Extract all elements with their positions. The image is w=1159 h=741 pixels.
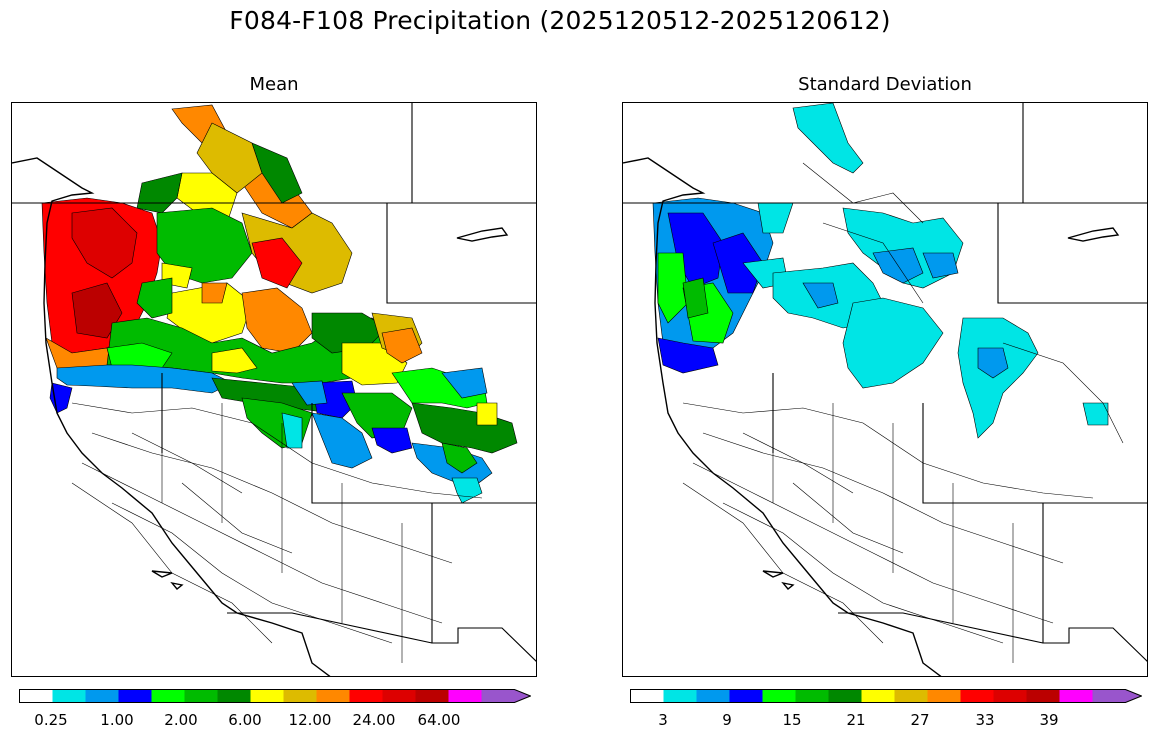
colorbar-segment [1059,689,1093,703]
figure-title: F084-F108 Precipitation (2025120512-2025… [229,6,891,35]
basin-boundaries-std [682,162,1124,663]
colorbar-segment [349,689,383,703]
panel-title-std: Standard Deviation [798,74,972,95]
political-borders-std [623,103,1147,662]
coastline-mean [12,157,509,676]
precip-fill-mean [41,104,518,504]
colorbar-segment [663,689,697,703]
colorbar-outline [630,689,1142,703]
colorbar-segment [696,689,730,703]
colorbar-segment [283,689,317,703]
colorbar-segment [151,689,185,703]
colorbar-tick-label: 15 [782,711,802,729]
colorbar-segment [960,689,994,703]
colorbar-tick-label: 12.00 [288,711,332,729]
panel-title-mean: Mean [249,74,299,95]
colorbar-tick-label: 24.00 [352,711,396,729]
colorbar-segment [415,689,449,703]
colorbar-segment [250,689,284,703]
colorbar-segment [993,689,1027,703]
colorbar-segment [481,689,531,703]
colorbar-segment [118,689,152,703]
colorbar-segment [795,689,829,703]
colorbar-segment [85,689,119,703]
colorbar-segment [1026,689,1060,703]
colorbar-tick-label: 27 [910,711,930,729]
political-borders-mean [12,103,536,662]
colorbar-std [630,689,1142,703]
colorbar-segment [217,689,251,703]
colorbar-segment [729,689,763,703]
colorbar-outline [19,689,531,703]
colorbar-segment [762,689,796,703]
colorbar-labels-mean: 0.25 1.00 2.00 6.00 12.00 24.00 64.00 [19,711,531,731]
colorbar-segment [630,689,664,703]
colorbar-segment [861,689,895,703]
colorbar-segment [1092,689,1142,703]
colorbar-segment [19,689,53,703]
map-mean [11,102,537,677]
colorbar-labels-std: 3 9 15 21 27 33 39 [630,711,1142,731]
colorbar-tick-label: 0.25 [34,711,68,729]
coastline-std [623,157,1120,676]
colorbar-segment [894,689,928,703]
colorbar-segment [316,689,350,703]
colorbar-segment [184,689,218,703]
colorbar-tick-label: 64.00 [417,711,461,729]
colorbar-tick-label: 6.00 [228,711,262,729]
colorbar-segment [382,689,416,703]
colorbar-segment [52,689,86,703]
map-std [622,102,1148,677]
colorbar-tick-label: 9 [722,711,732,729]
colorbar-tick-label: 33 [975,711,995,729]
precip-fill-std [652,103,1109,439]
colorbar-tick-label: 3 [658,711,668,729]
colorbar-segment [828,689,862,703]
colorbar-segment [448,689,482,703]
colorbar-mean [19,689,531,703]
colorbar-tick-label: 1.00 [100,711,134,729]
colorbar-segment [927,689,961,703]
colorbar-tick-label: 39 [1039,711,1059,729]
colorbar-tick-label: 2.00 [164,711,198,729]
colorbar-tick-label: 21 [846,711,866,729]
